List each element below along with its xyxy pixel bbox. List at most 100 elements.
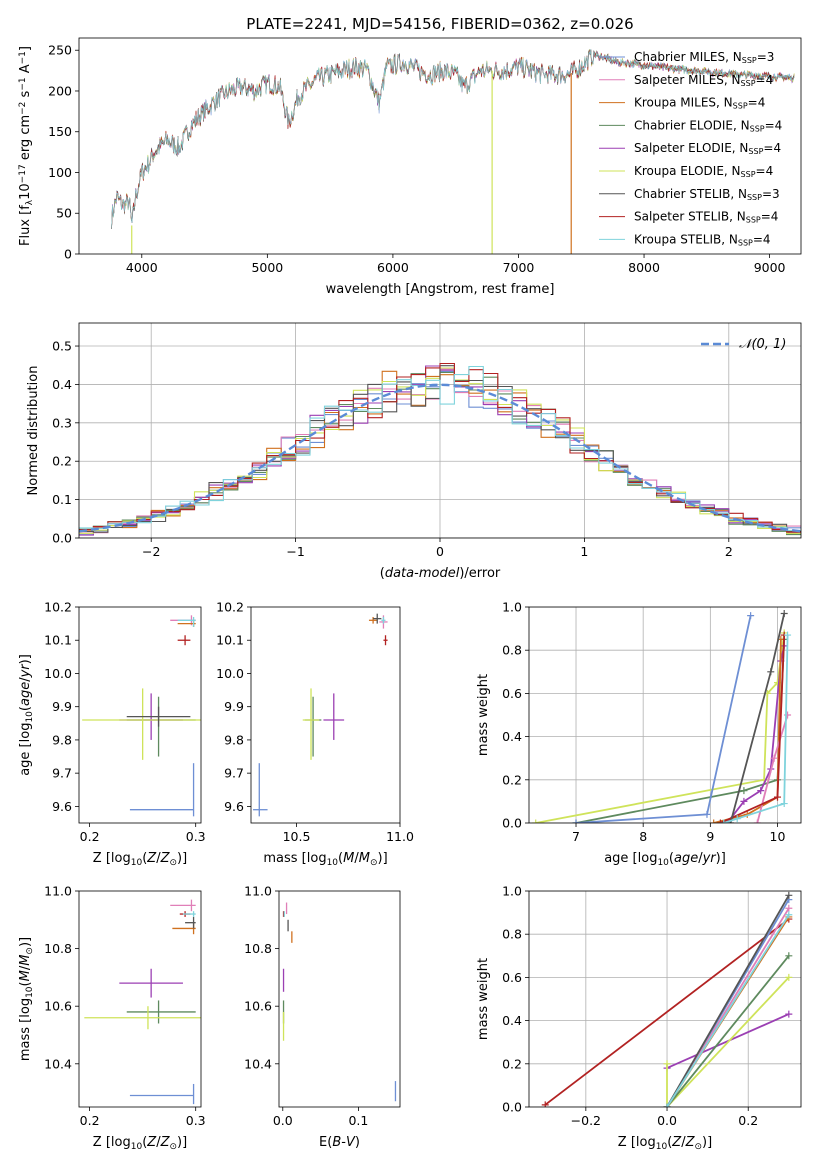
- weight-marker: [541, 1101, 549, 1107]
- panel-mass-vs-EBV: 0.0 0.1 10.4 10.6 10.8 11.0 E(B-V): [244, 884, 401, 1150]
- weight-marker: [785, 952, 793, 960]
- x-tick-label: −1: [286, 544, 304, 559]
- y-tick-label: 10.2: [216, 600, 244, 615]
- y-tick-label: 10.1: [44, 633, 72, 648]
- y-axis-label: mass weight: [476, 958, 491, 1040]
- y-tick-label: 10.4: [44, 1056, 72, 1071]
- x-tick-label: 10: [770, 829, 786, 844]
- plot-area: [253, 613, 388, 817]
- plot-area: [111, 49, 795, 254]
- y-tick-label: 10.0: [44, 666, 72, 681]
- x-tick-label: 9: [706, 829, 714, 844]
- y-tick-label: 0.0: [502, 816, 522, 831]
- y-tick-label: 10.1: [216, 633, 244, 648]
- y-tick-label: 9.7: [52, 766, 72, 781]
- y-tick-label: 10.6: [244, 999, 272, 1014]
- plot-area: [282, 902, 397, 1102]
- y-tick-label: 0.5: [52, 339, 72, 354]
- x-tick-label: 7: [572, 829, 580, 844]
- x-axis-label: Z [log10(Z/Z⊙)]: [93, 851, 187, 868]
- weight-marker: [740, 797, 748, 805]
- weight-marker: [785, 891, 793, 899]
- x-tick-label: 0.0: [657, 1113, 677, 1128]
- weight-marker: [780, 800, 788, 808]
- x-tick-label: 11.0: [386, 829, 414, 844]
- panel-age-vs-mass: 10.5 11.0 9.6 9.7 9.8 9.9 10.0 10.1 10.2 mass [lo…: [216, 600, 414, 868]
- weight-marker: [780, 609, 788, 617]
- y-tick-label: 150: [48, 124, 72, 139]
- x-tick-label: 4000: [126, 260, 158, 275]
- x-axis-label: Z [log10(Z/Z⊙)]: [618, 1135, 712, 1152]
- y-tick-label: 1.0: [502, 884, 522, 899]
- y-tick-label: 9.8: [224, 732, 244, 747]
- figure-title: PLATE=2241, MJD=54156, FIBERID=0362, z=0…: [246, 15, 633, 33]
- y-tick-label: 0.2: [502, 1056, 522, 1071]
- y-tick-label: 0.6: [502, 970, 522, 985]
- y-tick-label: 0.2: [502, 772, 522, 787]
- y-tick-label: 100: [48, 165, 72, 180]
- weight-marker: [747, 612, 755, 620]
- x-tick-label: 8: [639, 829, 647, 844]
- y-tick-label: 9.9: [52, 699, 72, 714]
- legend-label: Salpeter STELIB, NSSP=4: [634, 210, 778, 225]
- weight-line: [726, 645, 786, 823]
- x-axis-label: (data-model)/error: [380, 566, 501, 581]
- weight-marker: [572, 819, 580, 823]
- y-tick-label: 9.6: [52, 799, 72, 814]
- weight-marker: [785, 904, 793, 912]
- y-tick-label: 0.4: [52, 377, 72, 392]
- axes-frame: [278, 890, 401, 1108]
- y-tick-label: 10.2: [44, 600, 72, 615]
- histogram-series: [79, 365, 801, 531]
- legend-label: Kroupa STELIB, NSSP=4: [634, 232, 771, 247]
- y-tick-label: 9.7: [224, 766, 244, 781]
- y-tick-label: 0.0: [502, 1100, 522, 1115]
- axes-frame: [78, 606, 202, 824]
- weight-marker: [785, 1010, 793, 1018]
- y-tick-label: 9.9: [224, 699, 244, 714]
- legend-label: Kroupa ELODIE, NSSP=4: [634, 164, 773, 179]
- y-tick-label: 200: [48, 83, 72, 98]
- weight-line: [666, 914, 790, 1107]
- panel-age-vs-Z: 0.2 0.3 9.6 9.7 9.8 9.9 10.0 10.1 10.2 Z [log10(Z…: [18, 600, 206, 868]
- weight-marker: [740, 787, 748, 795]
- weight-marker: [663, 1103, 671, 1107]
- weight-marker: [767, 668, 775, 676]
- y-axis-label: mass [log10(M/M⊙)]: [18, 937, 35, 1061]
- y-tick-label: 1.0: [502, 600, 522, 615]
- weight-line: [723, 635, 789, 823]
- weight-line: [575, 615, 752, 823]
- weight-marker: [720, 819, 728, 823]
- x-tick-label: 0.2: [80, 1113, 100, 1128]
- weight-marker: [716, 819, 724, 823]
- panel-weight-vs-age: 7 8 9 10 0.0 0.2 0.4 0.6 0.8 1.0 age [log10(age/yr…: [476, 600, 802, 868]
- y-tick-label: 10.8: [244, 941, 272, 956]
- x-tick-label: −0.2: [571, 1113, 601, 1128]
- panel-mass-vs-Z: 0.2 0.3 10.4 10.6 10.8 11.0 Z [log10(Z/Z⊙)] mas…: [18, 884, 206, 1152]
- panel-spectrum: 4000 5000 6000 7000 8000 9000 0 50 100 150 200 250 w…: [18, 37, 802, 297]
- y-tick-label: 0.2: [52, 454, 72, 469]
- y-tick-label: 10.6: [44, 999, 72, 1014]
- y-tick-label: 10.8: [44, 941, 72, 956]
- x-tick-label: 0.1: [348, 1113, 368, 1128]
- axes-frame: [528, 890, 802, 1108]
- weight-marker: [703, 810, 711, 818]
- axes-frame: [78, 322, 802, 539]
- panel-residuals: −2 −1 0 1 2 0.0 0.1 0.2 0.3 0.4 0.5 (data-model)/er…: [26, 322, 802, 581]
- y-tick-label: 0: [64, 247, 72, 262]
- x-tick-label: 8000: [628, 260, 660, 275]
- weight-line: [666, 976, 790, 1107]
- legend-label: 𝒩(0, 1): [739, 337, 786, 352]
- x-tick-label: 0.3: [186, 829, 206, 844]
- y-tick-label: 0.3: [52, 415, 72, 430]
- y-axis-label: mass weight: [476, 674, 491, 756]
- weight-marker: [710, 819, 718, 823]
- legend-label: Kroupa MILES, NSSP=4: [634, 96, 765, 111]
- x-tick-label: 0: [436, 544, 444, 559]
- y-tick-label: 50: [56, 206, 72, 221]
- x-tick-label: 7000: [503, 260, 535, 275]
- x-axis-label: mass [log10(M/M⊙)]: [263, 851, 387, 868]
- weight-marker: [770, 754, 778, 762]
- weight-line: [713, 639, 782, 823]
